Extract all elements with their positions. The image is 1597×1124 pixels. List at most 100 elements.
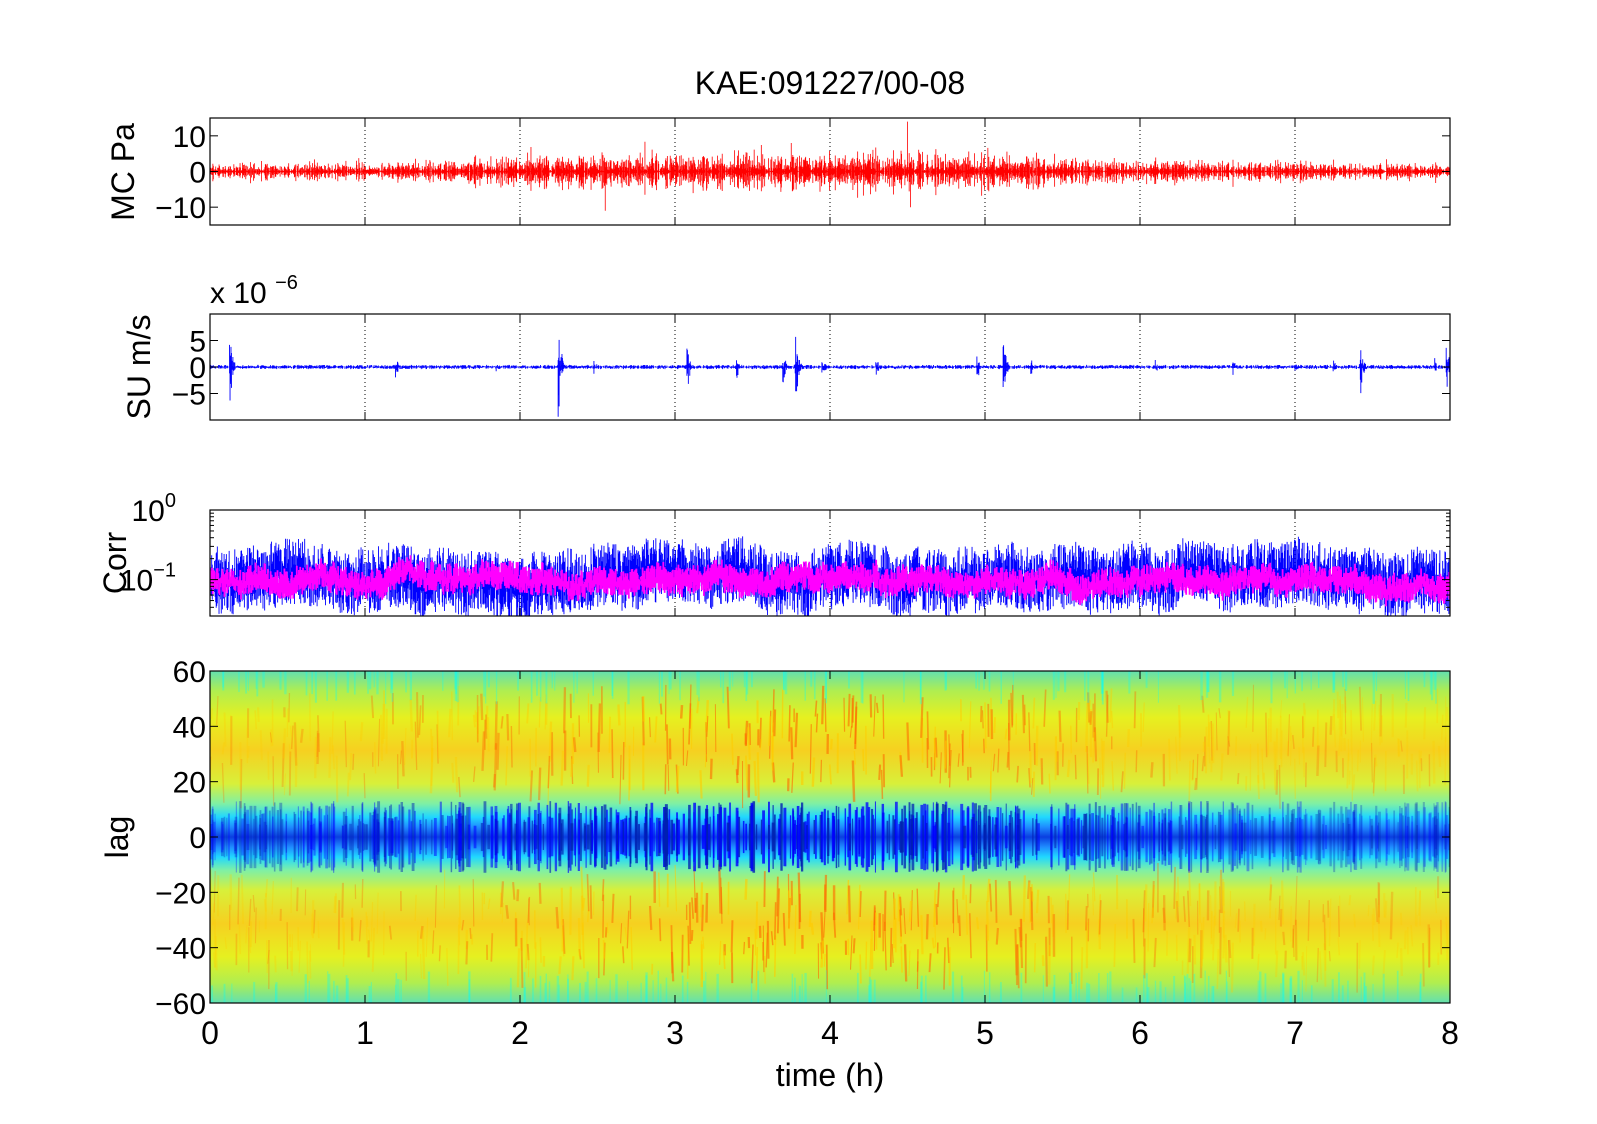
y-tick-label: 0 <box>189 352 206 385</box>
heatmap-streak <box>371 927 376 972</box>
heatmap-streak <box>1177 876 1180 907</box>
heatmap-streak <box>349 753 353 781</box>
x-tick-label: 6 <box>1131 1015 1149 1051</box>
heatmap-streak <box>788 705 791 742</box>
heatmap-streak <box>1135 750 1138 773</box>
heatmap-streak <box>1186 927 1191 974</box>
heatmap-streak <box>473 766 476 782</box>
heatmap-streak <box>516 948 521 988</box>
heatmap-streak <box>346 772 350 797</box>
heatmap-streak <box>1383 900 1388 919</box>
heatmap-streak <box>626 910 630 949</box>
heatmap-streak <box>388 925 393 940</box>
heatmap-streak <box>547 755 551 789</box>
heatmap-streak <box>753 760 757 796</box>
heatmap-streak <box>858 884 861 930</box>
heatmap-streak <box>658 918 662 942</box>
corr-series-1 <box>210 555 1450 607</box>
heatmap-streak <box>604 927 608 938</box>
heatmap-streak <box>538 697 541 728</box>
heatmap-streak <box>429 747 434 794</box>
heatmap-streak <box>1372 757 1376 794</box>
heatmap-streak <box>1373 700 1377 731</box>
figure-title: KAE:091227/00-08 <box>695 65 965 101</box>
y-tick-label: 0 <box>189 822 206 855</box>
heatmap-streak <box>851 760 856 802</box>
heatmap-streak <box>256 707 260 723</box>
heatmap-streak <box>1292 928 1295 957</box>
heatmap-streak <box>548 721 553 762</box>
heatmap-streak <box>254 710 258 730</box>
heatmap-streak <box>1088 700 1091 713</box>
heatmap-streak <box>214 936 218 971</box>
heatmap-streak <box>933 737 937 767</box>
heatmap-streak <box>1324 722 1328 768</box>
heatmap-streak <box>1093 727 1098 762</box>
heatmap-streak <box>943 947 946 990</box>
heatmap-streak <box>1228 939 1232 959</box>
heatmap-streak <box>1089 711 1093 725</box>
heatmap-streak <box>1267 718 1270 756</box>
y-tick-label-power: 0 <box>165 490 176 512</box>
heatmap-streak <box>687 925 690 966</box>
heatmap-streak <box>814 700 818 717</box>
heatmap-streak <box>649 717 651 738</box>
heatmap-streak <box>1311 726 1315 747</box>
heatmap-streak <box>1370 742 1373 783</box>
heatmap-streak <box>496 732 500 770</box>
heatmap-streak <box>420 953 422 979</box>
heatmap-streak <box>667 764 670 791</box>
heatmap-streak <box>245 925 248 944</box>
y-tick-label: 100 <box>132 490 177 528</box>
heatmap-streak <box>744 878 748 900</box>
heatmap-streak <box>1257 775 1261 800</box>
heatmap-streak <box>1010 692 1013 728</box>
heatmap-streak <box>1265 712 1268 758</box>
heatmap-streak <box>1030 891 1033 922</box>
heatmap-streak <box>820 759 823 783</box>
heatmap-streak <box>526 703 530 724</box>
x-tick-label: 0 <box>201 1015 219 1051</box>
heatmap-streak <box>1040 758 1044 785</box>
heatmap-streak <box>1372 908 1376 926</box>
heatmap-streak <box>718 940 722 965</box>
heatmap-streak <box>900 946 903 973</box>
heatmap-streak <box>1224 934 1228 963</box>
x-axis-label: time (h) <box>776 1057 884 1093</box>
heatmap-streak <box>1215 712 1218 751</box>
heatmap-streak <box>266 940 269 974</box>
heatmap-streak <box>1237 908 1240 932</box>
heatmap-streak <box>1188 760 1191 809</box>
heatmap-streak <box>862 749 865 772</box>
heatmap-streak <box>365 911 368 944</box>
heatmap-streak <box>1350 710 1353 755</box>
heatmap-streak <box>480 693 484 721</box>
heatmap-streak <box>240 874 245 924</box>
heatmap-streak <box>461 919 465 931</box>
heatmap-streak <box>500 716 504 729</box>
heatmap-streak <box>1261 748 1264 780</box>
heatmap-streak <box>1259 920 1263 932</box>
heatmap-streak <box>448 708 452 738</box>
heatmap-streak <box>474 710 477 722</box>
heatmap-streak <box>1323 943 1327 987</box>
heatmap-streak <box>1382 950 1386 978</box>
heatmap-streak <box>961 733 964 763</box>
heatmap-streak <box>1399 948 1404 977</box>
heatmap-streak <box>1201 756 1205 772</box>
heatmap-streak <box>908 900 913 922</box>
heatmap-streak <box>602 939 606 959</box>
heatmap-streak <box>379 714 384 762</box>
heatmap-streak <box>935 903 938 925</box>
heatmap-streak <box>409 699 414 732</box>
heatmap-streak <box>811 757 816 787</box>
heatmap-streak <box>1275 728 1279 770</box>
heatmap-streak <box>469 927 472 940</box>
heatmap-streak <box>1067 874 1071 914</box>
heatmap-streak <box>570 758 574 777</box>
heatmap-streak <box>722 951 726 970</box>
panel-su-ms-exponent: x 10 −6 <box>210 272 298 310</box>
heatmap-streak <box>216 695 219 725</box>
heatmap-streak <box>810 922 815 935</box>
heatmap-streak <box>436 724 439 764</box>
